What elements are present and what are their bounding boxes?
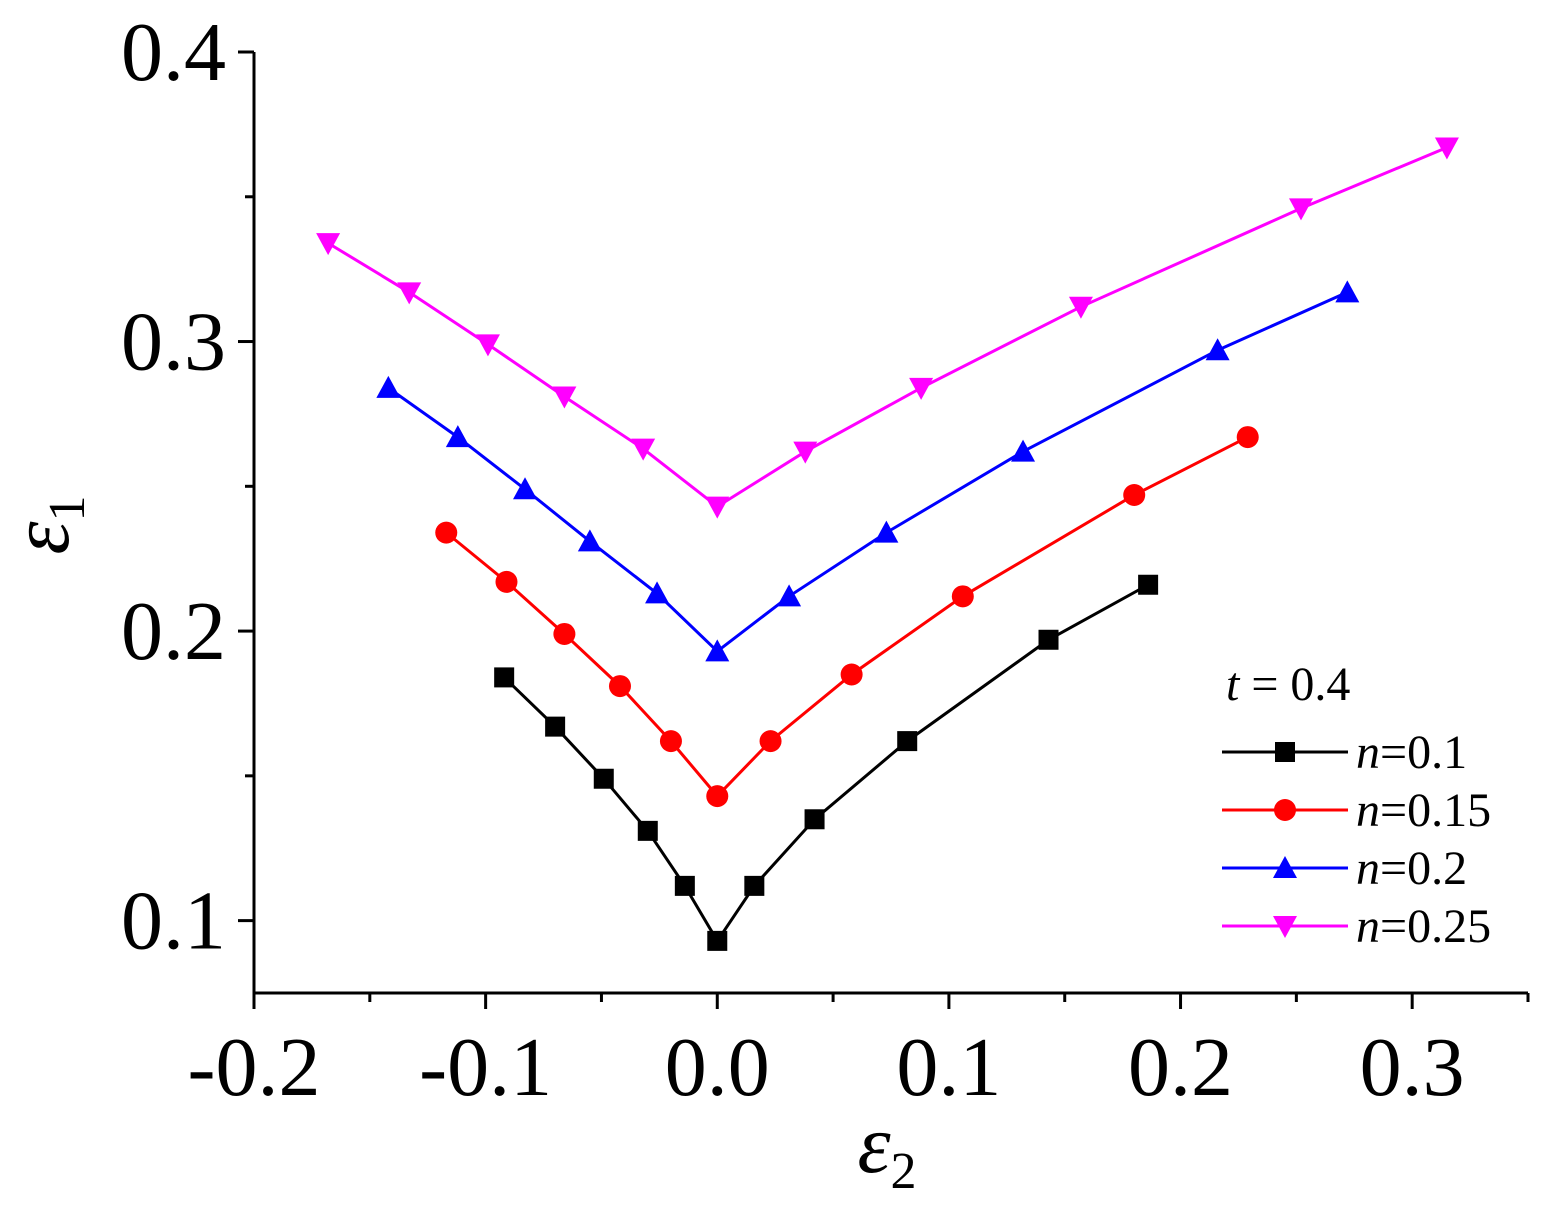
data-point	[1205, 338, 1230, 361]
y-tick-label: 0.4	[121, 6, 226, 99]
y-tick-label: 0.1	[121, 875, 226, 968]
series-line	[327, 146, 1448, 509]
series-n=0.1	[494, 574, 1159, 951]
y-axis-label: ε1	[0, 495, 96, 554]
legend-title: t = 0.4	[1226, 658, 1350, 711]
data-point	[397, 282, 422, 305]
legend-marker	[1274, 799, 1296, 821]
data-point	[759, 730, 782, 753]
data-point	[445, 425, 470, 448]
data-point	[1236, 426, 1259, 449]
data-point	[637, 820, 658, 841]
data-point	[874, 520, 899, 543]
legend-item: n=0.1	[1222, 726, 1467, 779]
series-n=0.2	[376, 280, 1360, 662]
y-tick-label: 0.3	[121, 296, 226, 389]
data-point	[645, 581, 670, 604]
series-group	[316, 137, 1459, 951]
legend-item: n=0.25	[1222, 900, 1491, 953]
data-point	[659, 730, 682, 753]
data-point	[316, 233, 341, 256]
legend-label: n=0.2	[1356, 842, 1467, 895]
data-point	[909, 377, 934, 400]
data-point	[1288, 198, 1313, 221]
legend-marker	[1273, 916, 1297, 938]
data-point	[706, 785, 729, 808]
series-n=0.25	[316, 137, 1459, 519]
x-tick-label: -0.1	[419, 1021, 552, 1114]
legend-marker	[1273, 856, 1297, 878]
data-point	[1038, 629, 1059, 650]
x-axis-label: ε2	[857, 1098, 916, 1200]
data-point	[705, 496, 730, 519]
data-point	[513, 477, 538, 500]
data-point	[1434, 137, 1459, 160]
data-point	[608, 675, 631, 698]
data-point	[577, 529, 602, 552]
data-point	[705, 639, 730, 662]
data-point	[631, 438, 656, 461]
data-point	[1335, 280, 1360, 303]
data-point	[552, 386, 577, 409]
data-point	[793, 441, 818, 464]
data-point	[376, 375, 401, 398]
data-point	[495, 570, 518, 593]
data-point	[674, 875, 695, 896]
x-tick-label: -0.2	[188, 1021, 321, 1114]
data-point	[593, 768, 614, 789]
axes-group: -0.2 -0.1 0.0 0.1 0.2 0.3 0.1 0.2 0.3 0.4 ε2 ε1	[0, 6, 1530, 1200]
data-point	[553, 622, 576, 645]
legend-marker	[1275, 742, 1295, 762]
data-point	[1011, 439, 1036, 462]
x-tick-label: 0.2	[1128, 1021, 1233, 1114]
legend-label: n=0.15	[1356, 784, 1491, 837]
x-tick-label: 0.0	[665, 1021, 770, 1114]
data-point	[897, 731, 918, 752]
legend-item: n=0.2	[1222, 842, 1467, 895]
data-point	[475, 334, 500, 357]
data-point	[1123, 483, 1146, 506]
data-point	[744, 875, 765, 896]
x-tick-label: 0.3	[1360, 1021, 1465, 1114]
data-point	[777, 584, 802, 607]
data-point	[494, 667, 515, 688]
data-point	[707, 930, 728, 951]
y-tick-label: 0.2	[121, 585, 226, 678]
data-point	[545, 716, 566, 737]
data-point	[435, 521, 458, 544]
series-line	[387, 290, 1348, 654]
legend-label: n=0.25	[1356, 900, 1491, 953]
series-n=0.15	[435, 426, 1259, 808]
data-point	[951, 585, 974, 608]
data-point	[804, 809, 825, 830]
legend-label: n=0.1	[1356, 726, 1467, 779]
x-tick-label: 0.1	[896, 1021, 1001, 1114]
data-point	[1068, 296, 1093, 319]
legend: t = 0.4n=0.1n=0.15n=0.2n=0.25	[1222, 658, 1491, 953]
data-point	[840, 663, 863, 686]
data-point	[1138, 574, 1159, 595]
legend-item: n=0.15	[1222, 784, 1491, 837]
